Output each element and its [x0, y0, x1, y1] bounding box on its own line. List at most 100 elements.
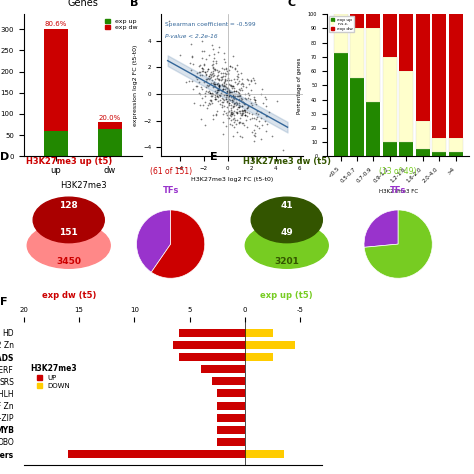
Point — [213, 91, 220, 98]
Point — [236, 118, 244, 126]
Point — [165, 17, 173, 25]
Text: C: C — [287, 0, 295, 8]
Point — [219, 130, 227, 137]
Point — [251, 121, 259, 129]
Point — [220, 65, 228, 73]
Point — [212, 96, 219, 103]
Point — [230, 107, 237, 115]
Point — [239, 80, 247, 88]
Point — [222, 70, 229, 77]
Point — [263, 95, 270, 103]
Point — [204, 65, 212, 73]
Point — [237, 80, 245, 88]
Point — [197, 62, 204, 69]
Text: Spearman coefficient = -0.599: Spearman coefficient = -0.599 — [165, 22, 256, 27]
Point — [230, 95, 237, 102]
Point — [227, 112, 234, 119]
Point — [233, 87, 240, 94]
Point — [241, 108, 249, 115]
Bar — [217, 426, 245, 434]
Point — [214, 49, 222, 56]
Point — [214, 68, 222, 76]
Point — [230, 87, 237, 95]
Point — [250, 127, 257, 134]
Point — [215, 43, 223, 51]
Point — [235, 96, 243, 103]
Point — [248, 114, 256, 122]
Text: 49: 49 — [281, 228, 293, 237]
Point — [222, 91, 230, 99]
Point — [225, 92, 233, 100]
Point — [205, 51, 213, 59]
Point — [204, 74, 212, 82]
Point — [211, 96, 219, 103]
Point — [226, 100, 233, 107]
Point — [219, 82, 227, 90]
Point — [238, 106, 246, 114]
Point — [189, 54, 196, 61]
Point — [201, 89, 209, 97]
Point — [207, 71, 215, 79]
Point — [237, 94, 245, 101]
Title: (61 of 151): (61 of 151) — [150, 167, 191, 176]
Bar — [383, 142, 397, 156]
Point — [209, 45, 217, 53]
Point — [225, 84, 232, 91]
Point — [221, 75, 228, 83]
Point — [233, 92, 241, 100]
Point — [208, 80, 215, 87]
Point — [207, 90, 214, 97]
Point — [239, 119, 246, 127]
Point — [238, 102, 246, 110]
Bar — [44, 29, 68, 131]
Point — [247, 87, 255, 94]
Point — [210, 64, 217, 72]
Point — [237, 102, 244, 110]
Point — [241, 109, 248, 116]
Bar — [98, 129, 122, 156]
Point — [238, 79, 246, 87]
Point — [211, 80, 219, 88]
Point — [209, 100, 216, 107]
Point — [245, 94, 252, 101]
Point — [217, 70, 224, 77]
Point — [212, 89, 220, 97]
Bar — [366, 14, 381, 28]
Point — [238, 75, 246, 83]
Point — [203, 105, 210, 112]
Point — [214, 85, 222, 93]
Point — [225, 87, 233, 95]
Point — [238, 109, 246, 116]
Point — [201, 99, 209, 106]
Point — [237, 111, 245, 119]
Bar — [366, 28, 381, 102]
Point — [234, 92, 242, 100]
Point — [211, 66, 219, 74]
Bar — [449, 138, 463, 152]
Point — [245, 102, 252, 110]
Text: B: B — [130, 0, 138, 8]
Bar — [400, 14, 413, 71]
Point — [233, 128, 241, 136]
Point — [233, 99, 241, 107]
Point — [201, 68, 209, 75]
Bar — [179, 329, 245, 337]
Point — [228, 106, 235, 114]
Point — [253, 123, 261, 130]
Point — [207, 92, 214, 100]
Point — [242, 95, 250, 102]
Point — [219, 80, 226, 87]
Point — [216, 82, 223, 90]
Bar — [245, 329, 273, 337]
Point — [230, 102, 238, 109]
Point — [211, 65, 219, 73]
Point — [203, 82, 211, 89]
Point — [262, 102, 270, 110]
Point — [236, 107, 244, 114]
Point — [202, 75, 210, 82]
Point — [235, 92, 242, 100]
Point — [217, 89, 225, 96]
Point — [262, 127, 270, 135]
Point — [221, 85, 229, 92]
Bar — [217, 390, 245, 397]
